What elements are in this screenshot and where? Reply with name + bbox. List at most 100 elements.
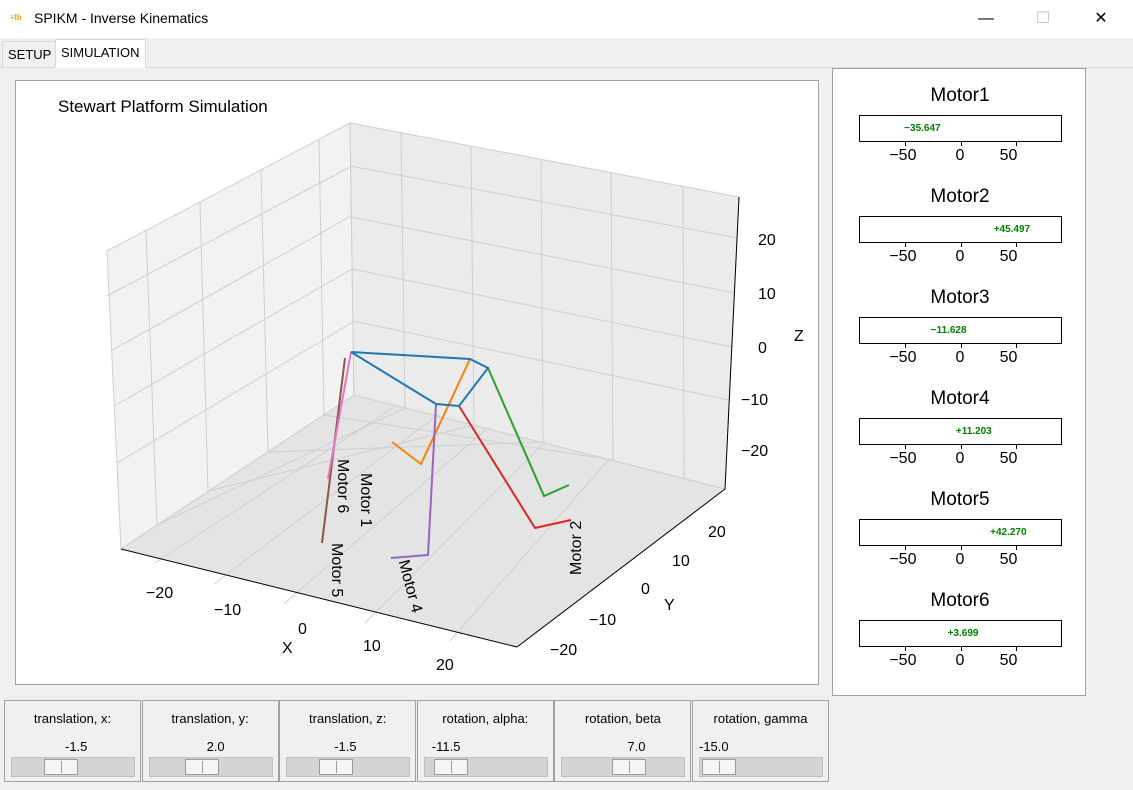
- motor-tick-mark: [1015, 142, 1017, 146]
- motor-title: Motor6: [930, 590, 990, 611]
- slider-track[interactable]: [286, 757, 411, 777]
- motor-title: Motor4: [930, 388, 990, 409]
- z-tick: 10: [758, 286, 776, 303]
- motor-value-bar: +42.270: [859, 519, 1062, 546]
- motor-tick-mark: [1015, 546, 1017, 550]
- slider-track[interactable]: [423, 757, 548, 777]
- motor-label: Motor 1: [357, 473, 374, 528]
- slider-control: rotation, alpha: -11.5: [416, 700, 554, 782]
- motor-gauge: Motor4 +11.203 −50 0 50: [833, 388, 1085, 478]
- motor-tick-label: −50: [889, 147, 917, 164]
- y-tick: 20: [708, 524, 726, 541]
- motor-value: +45.497: [993, 224, 1031, 235]
- slider-control: translation, x: -1.5: [4, 700, 141, 782]
- window-title: SPIKM - Inverse Kinematics: [34, 10, 209, 26]
- motor-label: Motor 5: [328, 543, 345, 598]
- y-tick: 10: [672, 553, 690, 570]
- motor-tick-label: 0: [955, 349, 965, 366]
- motor-tick-label: 50: [999, 147, 1018, 164]
- motor-tick-mark: [1015, 445, 1017, 449]
- motor-tick-label: 50: [999, 450, 1018, 467]
- motor-tick-mark: [960, 546, 962, 550]
- plot-title: Stewart Platform Simulation: [58, 97, 268, 116]
- z-tick: −10: [741, 392, 769, 409]
- motor-tick-label: −50: [889, 652, 917, 669]
- slider-thumb[interactable]: [433, 759, 468, 775]
- motor-tick-label: −50: [889, 551, 917, 568]
- motor-tick-label: −50: [889, 248, 917, 265]
- slider-thumb[interactable]: [43, 759, 78, 775]
- slider-control: rotation, gamma -15.0: [692, 700, 829, 782]
- x-tick: 0: [298, 621, 307, 638]
- motor-title: Motor2: [930, 186, 990, 207]
- slider-value: -1.5: [65, 739, 88, 754]
- motor-value-bar: +11.203: [859, 418, 1062, 445]
- motor-value-bar: −11.628: [859, 317, 1062, 344]
- slider-track[interactable]: [699, 757, 823, 777]
- slider-label: rotation, alpha:: [442, 711, 529, 726]
- motor-label: Motor 2: [568, 520, 585, 575]
- slider-control: translation, y: 2.0: [141, 700, 279, 782]
- motor-tick-label: 0: [955, 450, 965, 467]
- motor-value: +3.699: [947, 628, 979, 639]
- motor-title: Motor3: [930, 287, 990, 308]
- slider-thumb[interactable]: [318, 759, 353, 775]
- motor-tick-mark: [905, 647, 907, 651]
- motor-tick-label: 50: [999, 248, 1018, 265]
- y-tick: −20: [550, 642, 578, 659]
- slider-label: translation, x:: [33, 711, 112, 726]
- slider-track[interactable]: [561, 757, 686, 777]
- motor-label: Motor 6: [334, 459, 351, 514]
- maximize-button[interactable]: ☐: [1035, 10, 1051, 27]
- app-icon: ≡lb: [10, 13, 22, 22]
- slider-thumb[interactable]: [184, 759, 219, 775]
- motor-tick-label: 0: [955, 652, 965, 669]
- slider-thumb[interactable]: [611, 759, 646, 775]
- slider-track[interactable]: [11, 757, 135, 777]
- slider-value: -1.5: [334, 739, 357, 754]
- motor-tick-mark: [960, 243, 962, 247]
- motor-tick-mark: [1015, 647, 1017, 651]
- motor-gauge: Motor1 −35.647 −50 0 50: [833, 85, 1085, 175]
- motor-title: Motor5: [930, 489, 990, 510]
- motor-value: +42.270: [990, 527, 1027, 538]
- motor-value-bar: −35.647: [859, 115, 1062, 142]
- z-tick: 0: [758, 340, 767, 357]
- motor-tick-mark: [905, 546, 907, 550]
- motor-tick-mark: [960, 142, 962, 146]
- title-bar: ≡lb SPIKM - Inverse Kinematics — ☐ ✕: [0, 0, 1133, 38]
- x-axis-label: X: [282, 640, 293, 657]
- motor-tick-mark: [905, 344, 907, 348]
- slider-value: 2.0: [206, 739, 225, 754]
- x-tick: 10: [363, 638, 381, 655]
- z-tick: 20: [758, 232, 776, 249]
- motor-tick-label: 0: [955, 551, 965, 568]
- motor-tick-mark: [960, 647, 962, 651]
- slider-label: translation, z:: [309, 711, 387, 726]
- motor-value-bar: +45.497: [859, 216, 1062, 243]
- simulation-plot-panel: Stewart Platform Simulation 20 10 0 −10 …: [15, 80, 819, 685]
- slider-thumb[interactable]: [701, 759, 736, 775]
- motor-tick-label: 50: [999, 652, 1018, 669]
- motor-value-bar: +3.699: [859, 620, 1062, 647]
- slider-value: -15.0: [699, 739, 729, 754]
- slider-control: rotation, beta 7.0: [554, 700, 692, 782]
- motor-gauge: Motor6 +3.699 −50 0 50: [833, 590, 1085, 680]
- slider-value: -11.5: [431, 739, 461, 754]
- motor-tick-label: 0: [955, 147, 965, 164]
- motor-title: Motor1: [930, 85, 990, 106]
- tab-setup[interactable]: SETUP: [2, 41, 58, 68]
- motor-gauges-panel: Motor1 −35.647 −50 0 50 Motor2 +45.497 −50 0 50 Mo…: [832, 68, 1086, 696]
- z-axis-label: Z: [794, 328, 804, 345]
- minimize-button[interactable]: —: [978, 10, 994, 27]
- motor-value: −11.628: [930, 325, 967, 336]
- slider-track[interactable]: [148, 757, 273, 777]
- close-button[interactable]: ✕: [1094, 10, 1108, 27]
- tab-simulation[interactable]: SIMULATION: [55, 39, 146, 68]
- x-tick: −10: [214, 602, 242, 619]
- slider-label: rotation, gamma: [713, 711, 808, 726]
- plot-3d: [106, 122, 740, 648]
- x-tick: −20: [146, 585, 174, 602]
- motor-gauge: Motor5 +42.270 −50 0 50: [833, 489, 1085, 579]
- tab-bar: SETUP SIMULATION: [0, 39, 1133, 68]
